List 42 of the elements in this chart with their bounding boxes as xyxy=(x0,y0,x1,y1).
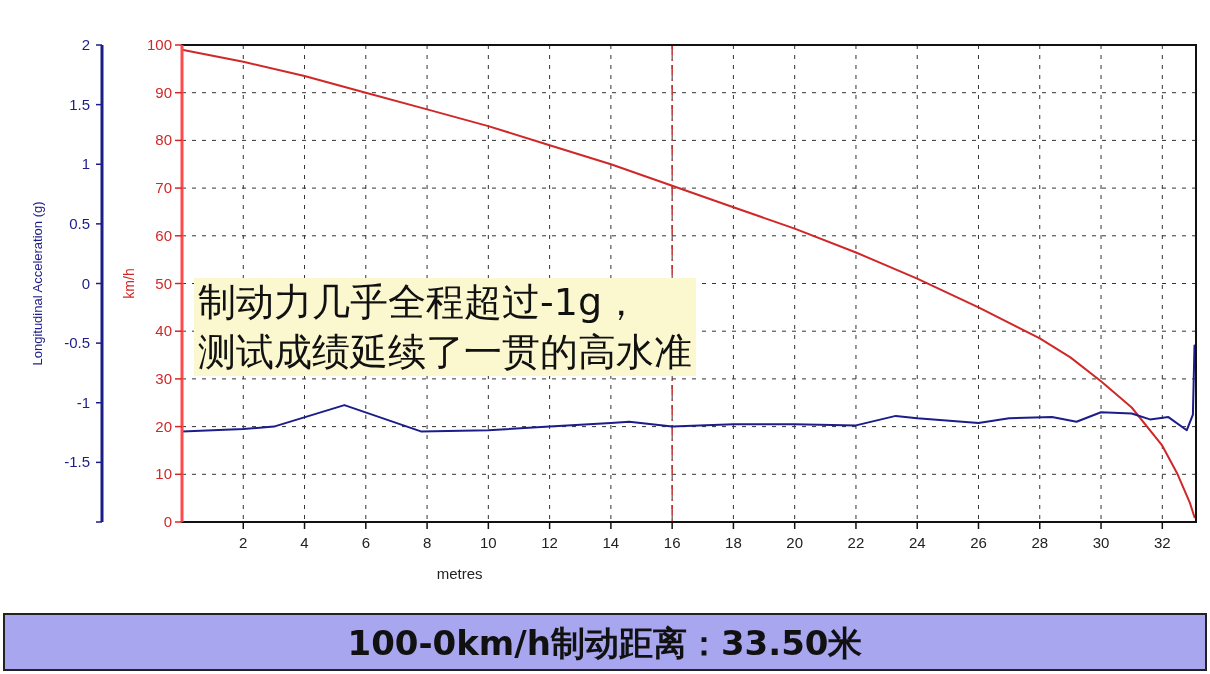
x-tick-label: 10 xyxy=(480,534,497,551)
x-tick-label: 2 xyxy=(239,534,248,551)
y-tick-label: 60 xyxy=(155,226,172,244)
x-tick-label: 26 xyxy=(970,534,987,551)
y-tick-label: 90 xyxy=(155,83,172,101)
y-tick-label: 30 xyxy=(155,369,172,387)
y-tick-label: 20 xyxy=(155,417,172,435)
x-tick-label: 22 xyxy=(847,534,865,551)
x-tick-label: 32 xyxy=(1153,534,1171,551)
y-tick-label: 80 xyxy=(155,131,172,149)
x-tick-label: 18 xyxy=(725,534,742,551)
x-tick-label: 24 xyxy=(908,534,926,551)
y2-tick-label: 1.5 xyxy=(69,95,90,113)
y2-tick-label: 2 xyxy=(81,36,90,53)
y2-tick-label: 0.5 xyxy=(69,214,90,232)
x-tick-label: 28 xyxy=(1031,534,1049,551)
x-axis-title: metres xyxy=(436,565,483,582)
x-tick-label: 12 xyxy=(541,534,558,551)
annotation: 测试成绩延续了一贯的高水准 xyxy=(198,330,692,374)
y2-tick-label: 0 xyxy=(81,274,90,292)
text: 100-0km/h制动距离：33.50米 xyxy=(347,623,863,663)
x-tick-label: 30 xyxy=(1092,534,1110,551)
y-tick-label: 40 xyxy=(155,322,172,340)
x-tick-label: 6 xyxy=(361,534,370,551)
y-tick-label: 0 xyxy=(163,513,172,530)
x-tick-label: 14 xyxy=(602,534,620,551)
y2-tick-label: -1.5 xyxy=(64,453,90,471)
y2-axis-title: Longitudinal Acceleration (g) xyxy=(30,201,45,366)
y2-tick-label: -1 xyxy=(76,393,90,411)
x-tick-label: 16 xyxy=(663,534,681,551)
x-tick-label: 8 xyxy=(422,534,432,551)
y-tick-label: 70 xyxy=(155,179,172,197)
x-tick-label: 20 xyxy=(786,534,804,551)
y2-tick-label: 1 xyxy=(81,155,90,173)
x-tick-label: 4 xyxy=(300,534,309,551)
line-series xyxy=(181,48,1196,519)
y-tick-label: 50 xyxy=(155,274,172,292)
y-tick-label: 10 xyxy=(155,465,172,483)
annotation: 制动力几乎全程超过-1g， xyxy=(198,280,641,324)
y-axis-title: km/h xyxy=(121,268,137,299)
y-tick-label: 100 xyxy=(146,36,172,53)
y2-tick-label: -0.5 xyxy=(64,334,90,352)
